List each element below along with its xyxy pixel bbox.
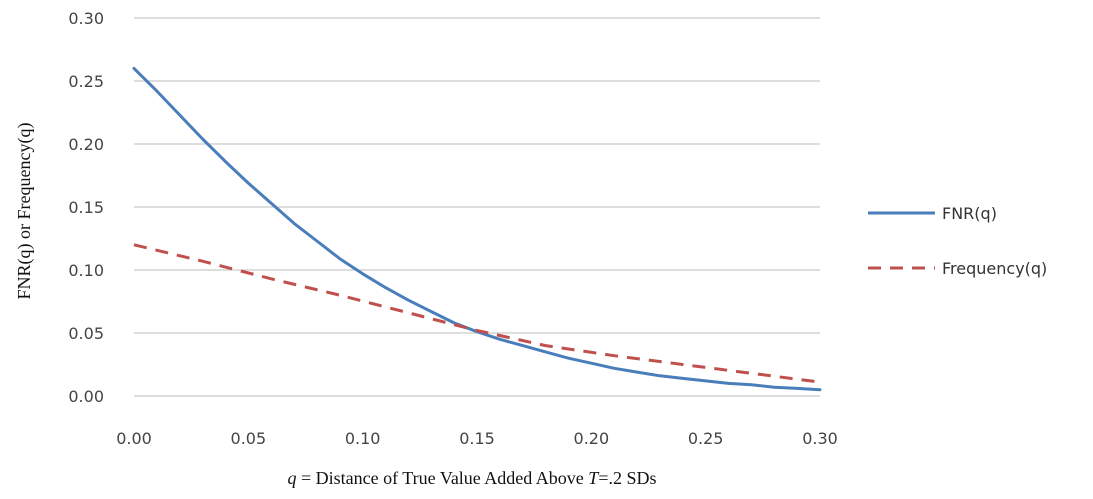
y-tick-label: 0.30 <box>68 9 104 28</box>
series-lines <box>132 66 822 392</box>
series-line-frequency-q- <box>133 243 821 384</box>
y-tick-label: 0.05 <box>68 324 104 343</box>
y-tick-label: 0.20 <box>68 135 104 154</box>
legend-label-fnr: FNR(q) <box>942 204 997 223</box>
legend-label-frequency: Frequency(q) <box>942 259 1047 278</box>
x-axis-title: q = Distance of True Value Added Above T… <box>288 468 657 488</box>
x-axis-title-q: q <box>288 468 297 488</box>
y-tick-label: 0.10 <box>68 261 104 280</box>
x-tick-label: 0.10 <box>345 429 381 448</box>
legend-item-frequency: Frequency(q) <box>868 259 1047 278</box>
series-line-fnr-q- <box>132 66 822 392</box>
y-tick-label: 0.00 <box>68 387 104 406</box>
x-axis-title-t: T <box>588 468 600 488</box>
y-axis-ticks: 0.00 0.05 0.10 0.15 0.20 0.25 0.30 <box>68 9 104 406</box>
x-tick-label: 0.00 <box>116 429 152 448</box>
y-tick-label: 0.15 <box>68 198 104 217</box>
y-tick-label: 0.25 <box>68 72 104 91</box>
x-axis-title-tail: =.2 SDs <box>598 468 656 488</box>
x-axis-title-mid: = Distance of True Value Added Above <box>297 468 589 488</box>
x-tick-label: 0.15 <box>459 429 495 448</box>
x-tick-label: 0.25 <box>688 429 724 448</box>
legend-item-fnr: FNR(q) <box>868 204 997 223</box>
y-axis-title: FNR(q) or Frequency(q) <box>14 123 35 300</box>
x-tick-label: 0.05 <box>231 429 267 448</box>
x-tick-label: 0.30 <box>802 429 838 448</box>
x-tick-label: 0.20 <box>574 429 610 448</box>
legend: FNR(q) Frequency(q) <box>868 204 1047 278</box>
x-axis-ticks: 0.00 0.05 0.10 0.15 0.20 0.25 0.30 <box>116 429 838 448</box>
gridlines <box>134 17 820 397</box>
